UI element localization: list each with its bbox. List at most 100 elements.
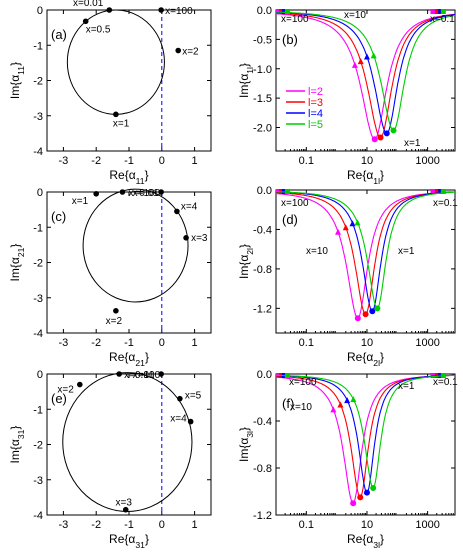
legend-label: l=3 (308, 97, 323, 109)
data-point (116, 371, 122, 377)
series-marker (363, 489, 370, 496)
point-label: x=0.01 (73, 0, 104, 9)
series-marker (438, 373, 444, 378)
series-marker (438, 9, 444, 14)
x-tick-label: -3 (59, 155, 69, 167)
series-marker (284, 373, 290, 378)
x-axis-label: Re{α1l} (347, 168, 384, 186)
legend: l=2l=3l=4l=5 (286, 86, 323, 131)
point-label: x=100 (133, 370, 161, 381)
annotation-label: x=100 (281, 14, 309, 25)
y-axis-label: Im{α11} (8, 62, 26, 99)
panel-tag: (d) (282, 212, 298, 227)
series-marker (278, 9, 284, 14)
x-axis-label: Re{α2l} (347, 350, 384, 368)
y-tick-label: -2 (33, 258, 43, 270)
panel-d: 0.1 10 1000 0.0 -0.4 -0.8 -1.2 x=100 x=10 x=1 x=0.… (253, 185, 458, 349)
data-point (119, 189, 126, 195)
series-marker (350, 396, 357, 403)
y-tick-label: -0.4 (253, 416, 272, 428)
y-tick-label: -1 (33, 40, 43, 52)
x-tick-label: -1 (124, 337, 134, 349)
x-tick-label: 1000 (415, 519, 439, 531)
annotation-label: x=1 (398, 381, 415, 392)
series-marker (374, 305, 381, 312)
x-axis-label: Re{α31} (109, 532, 149, 550)
data-point (175, 47, 181, 54)
y-tick-label: 0 (37, 369, 43, 381)
data-point (177, 395, 183, 402)
y-tick-label: 0.0 (257, 5, 272, 17)
series-marker (337, 401, 344, 408)
x-tick-label: -3 (59, 337, 69, 349)
x-tick-label: 0.1 (299, 337, 314, 349)
series-line-l2 (275, 191, 456, 319)
response-circle (82, 188, 189, 303)
point-label: x=4 (170, 414, 187, 425)
series-marker (284, 189, 290, 194)
data-point (158, 7, 164, 13)
series-marker (370, 52, 377, 59)
point-label: x=0.5 (86, 24, 111, 35)
x-axis-label: Re{α11} (109, 168, 148, 186)
y-axis-label: Im{α31} (8, 426, 26, 464)
point-label: x=2 (182, 47, 199, 58)
series-marker (350, 500, 357, 507)
series-marker (430, 373, 436, 378)
x-tick-label: 0 (159, 337, 165, 349)
x-tick-label: -2 (91, 519, 101, 531)
series-marker (440, 9, 446, 14)
series-marker (335, 228, 342, 235)
panel-b: 0.1 10 1000 0.0 -0.5 -1.0 -1.5 -2.0 x=100 x=10 x=0… (253, 5, 456, 167)
y-tick-label: -0.8 (253, 463, 272, 475)
series-marker (440, 373, 446, 378)
y-tick-label: -2 (33, 76, 43, 88)
y-tick-label: -0.5 (253, 34, 272, 46)
data-point (183, 235, 189, 241)
panel-tag: (c) (51, 209, 66, 224)
y-tick-label: -1.2 (253, 303, 272, 315)
data-point (113, 307, 119, 314)
y-axis-label: Im{α21} (8, 244, 26, 282)
annotation-label: x=100 (281, 198, 309, 209)
x-tick-label: 0.1 (299, 155, 314, 167)
x-tick-label: -2 (91, 155, 101, 167)
y-tick-label: -1.5 (253, 93, 272, 105)
panel-tag: (a) (51, 27, 67, 42)
annotation-label: x=1 (398, 246, 415, 257)
data-point (77, 381, 83, 388)
series-marker (369, 308, 376, 315)
point-label: x=0.01 (124, 370, 155, 381)
x-tick-label: 0 (159, 155, 165, 167)
series-marker (342, 224, 349, 231)
series-line-l2 (275, 13, 456, 140)
y-tick-label: -3 (33, 293, 43, 305)
series-marker (357, 58, 364, 65)
series-marker (370, 484, 377, 491)
x-tick-label: 0.1 (299, 519, 314, 531)
y-tick-label: -0.8 (253, 264, 272, 276)
panel-tag: (f) (282, 396, 294, 411)
y-tick-label: -3 (33, 475, 43, 487)
y-tick-label: 0.0 (257, 185, 272, 197)
data-point (158, 371, 164, 377)
annotation-label: x=10 (306, 246, 328, 257)
panel-c: -3 -2 -1 0 1 0 -1 -2 -3 -4 x=1 x=0.01x=100 x=4 x=3 x=2… (33, 187, 212, 349)
annotation-label: x=10 (344, 10, 366, 21)
series-marker (440, 189, 446, 194)
y-axis-label: Im{α3l} (237, 427, 255, 462)
y-tick-label: -2 (33, 440, 43, 452)
series-marker (281, 9, 287, 14)
x-tick-label: 1 (192, 519, 198, 531)
y-tick-label: 0 (37, 5, 43, 17)
panel-f: 0.1 10 1000 0.0 -0.4 -0.8 -1.2 x=100 x=1 x=0.1 x=1… (253, 369, 458, 531)
series-marker (383, 130, 390, 137)
x-tick-label: 1000 (415, 337, 439, 349)
x-tick-label: 1 (192, 155, 198, 167)
series-marker (430, 189, 436, 194)
y-tick-label: -1 (33, 222, 43, 234)
series-line-l4 (276, 374, 455, 494)
series-marker (434, 9, 440, 14)
series-line-l5 (276, 191, 455, 309)
